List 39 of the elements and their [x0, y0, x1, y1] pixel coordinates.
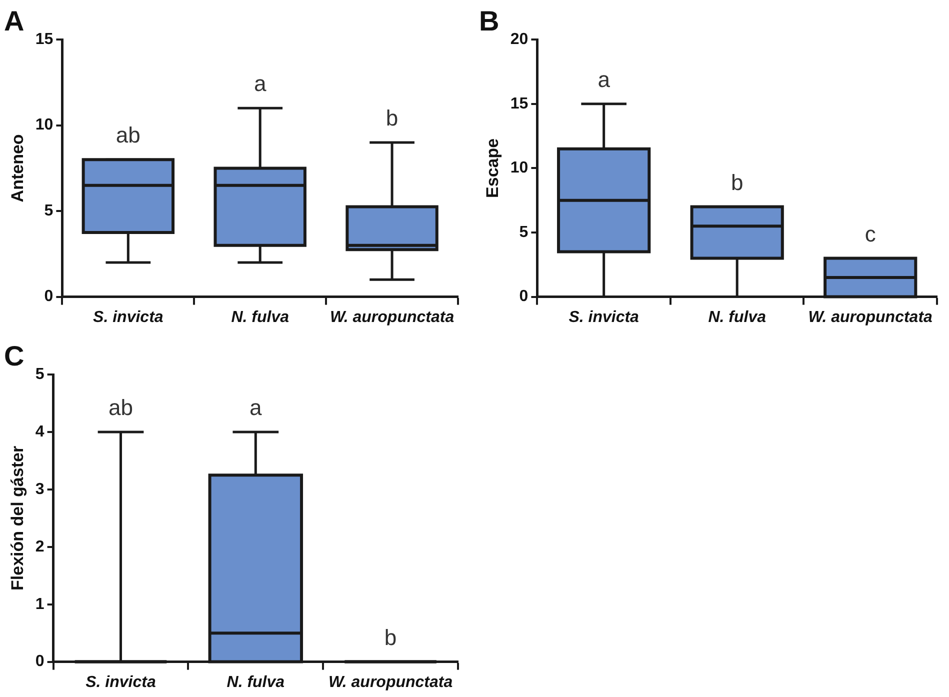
y-tick-label: 15 [35, 31, 54, 48]
y-axis-title: Escape [482, 138, 502, 198]
x-tick-label: N. fulva [226, 674, 285, 691]
y-tick-label: 10 [510, 160, 528, 177]
y-tick-label: 5 [519, 224, 528, 241]
y-tick-label: 0 [35, 653, 44, 670]
chart-title: C [4, 340, 24, 372]
x-tick-label: W. auropunctata [808, 308, 933, 326]
y-tick-label: 5 [44, 202, 54, 220]
x-tick-label: S. invicta [93, 308, 164, 326]
y-axis-title: Flexión del gáster [8, 446, 27, 590]
y-tick-label: 3 [35, 480, 44, 498]
annotation: c [864, 221, 876, 246]
annotation: b [730, 170, 744, 195]
chart-title: A [4, 6, 24, 37]
y-tick-label: 15 [510, 95, 528, 112]
y-tick-label: 0 [519, 288, 528, 306]
annotation: a [250, 395, 263, 420]
x-tick-label: N. fulva [231, 308, 290, 326]
annotation: b [386, 106, 398, 131]
x-tick-label: W. auropunctata [330, 308, 454, 326]
y-tick-label: 4 [35, 423, 44, 440]
y-tick-label: 10 [35, 116, 54, 134]
y-axis-title: Anteneo [8, 134, 27, 202]
x-tick-label: N. fulva [708, 308, 766, 326]
x-tick-label: S. invicta [86, 674, 156, 691]
y-tick-label: 20 [510, 31, 528, 48]
y-tick-label: 5 [35, 366, 44, 384]
annotation: ab [116, 122, 140, 148]
annotation: a [254, 71, 267, 96]
y-tick-label: 1 [35, 596, 44, 613]
annotation: ab [108, 395, 133, 420]
x-tick-label: S. invicta [568, 308, 640, 326]
y-tick-label: 2 [35, 538, 44, 556]
x-tick-label: W. auropunctata [328, 674, 453, 691]
annotation: b [384, 624, 397, 650]
annotation: a [598, 66, 611, 92]
chart-title: B [479, 6, 500, 37]
y-tick-label: 0 [44, 288, 54, 306]
